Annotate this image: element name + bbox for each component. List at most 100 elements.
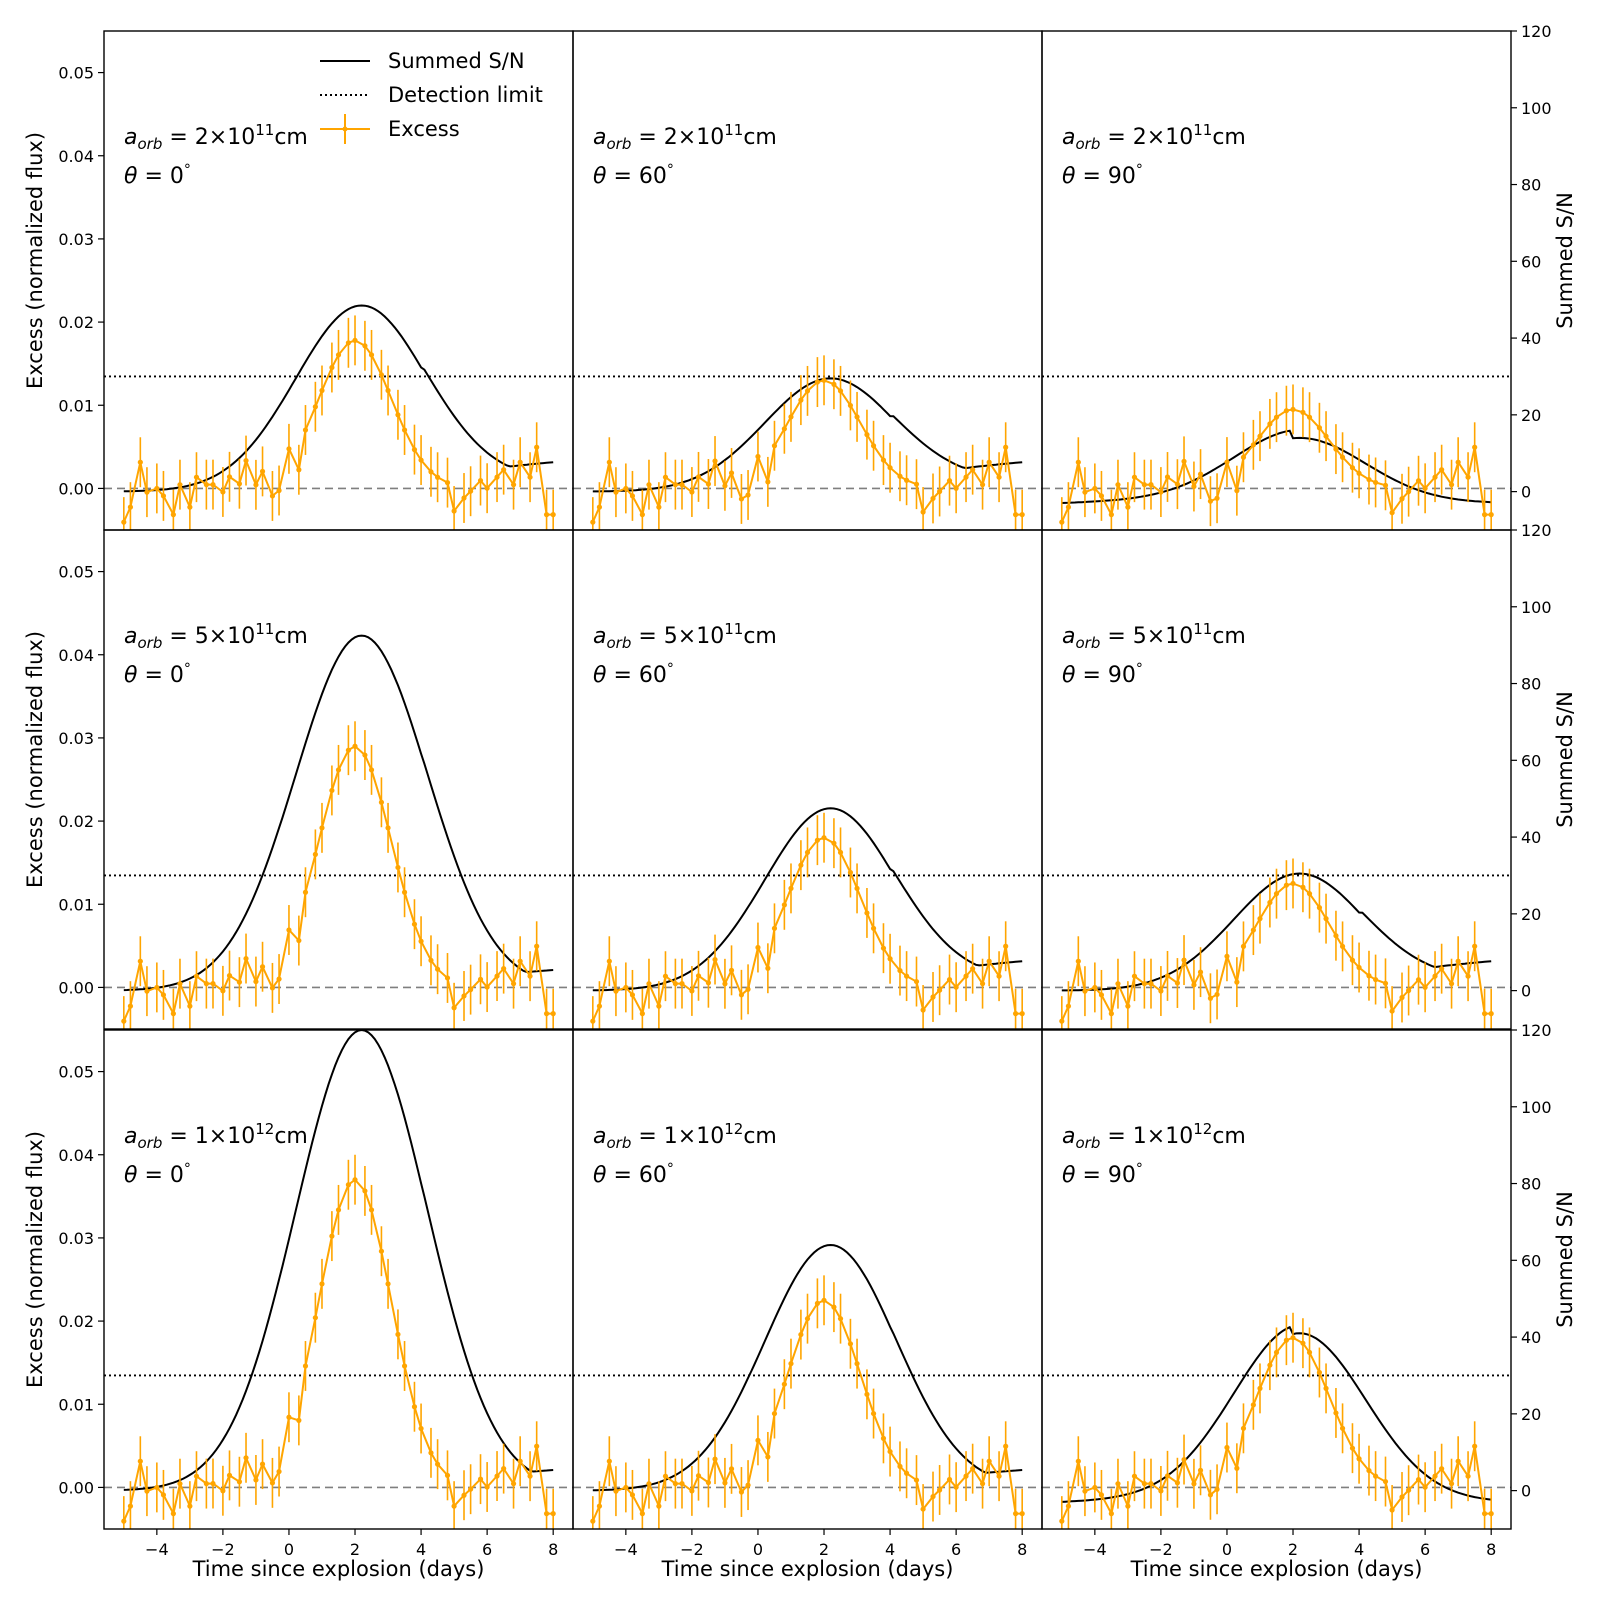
excess-point <box>1191 982 1197 988</box>
excess-point <box>679 482 685 488</box>
excess-point <box>1197 471 1204 477</box>
excess-point <box>1234 979 1240 985</box>
excess-point <box>253 1477 259 1483</box>
excess-point <box>1273 414 1280 420</box>
excess-point <box>1316 905 1323 911</box>
excess-point <box>623 1484 629 1491</box>
excess-point <box>1283 408 1290 414</box>
excess-point <box>477 1476 484 1482</box>
aorb-unit: cm <box>274 125 308 150</box>
excess-point <box>385 387 391 394</box>
aorb-unit: cm <box>274 624 308 649</box>
excess-point <box>468 1486 474 1492</box>
theta-value: = 0 <box>137 1163 183 1188</box>
excess-point <box>550 1011 556 1017</box>
excess-point <box>1108 512 1114 518</box>
aorb-exponent: 11 <box>724 620 743 638</box>
theta-degree: ° <box>184 661 191 677</box>
excess-point <box>236 979 243 985</box>
excess-point <box>870 925 877 931</box>
excess-point <box>1141 482 1147 488</box>
excess-point <box>887 465 893 471</box>
excess-point <box>1250 927 1256 933</box>
theta-degree: ° <box>184 162 191 178</box>
excess-point <box>1333 933 1339 939</box>
excess-point <box>745 986 751 992</box>
excess-point <box>1012 1511 1019 1517</box>
excess-point <box>154 485 160 492</box>
x-axis-label: Time since explosion (days) <box>192 1557 485 1581</box>
excess-point <box>1481 1011 1488 1017</box>
excess-point <box>1003 444 1009 450</box>
excess-point <box>1207 498 1214 504</box>
xtick-label: 0 <box>1222 1540 1232 1559</box>
aorb-exponent: 11 <box>1193 620 1212 638</box>
panel-frame <box>572 1029 1043 1530</box>
excess-point <box>1250 1402 1256 1408</box>
panel-aorb-label: aorb = 1×1012cm <box>593 1120 777 1152</box>
excess-point <box>401 1363 408 1369</box>
excess-point <box>1267 421 1273 427</box>
excess-point <box>477 976 484 982</box>
legend-excess-label: Excess <box>388 117 460 141</box>
excess-point <box>302 427 309 433</box>
excess-point <box>1191 483 1197 490</box>
excess-point <box>639 1011 645 1017</box>
excess-point <box>329 364 335 371</box>
excess-point <box>623 485 629 492</box>
excess-point <box>920 1506 926 1512</box>
theta-symbol: θ <box>124 1163 138 1188</box>
ytick-right-label: 100 <box>1521 1098 1552 1117</box>
ytick-left-label: 0.04 <box>58 147 94 166</box>
excess-point <box>1148 1481 1154 1487</box>
xtick-label: 0 <box>284 1540 294 1559</box>
excess-point <box>596 1503 603 1509</box>
excess-point <box>837 849 844 856</box>
excess-point <box>847 402 854 409</box>
excess-point <box>613 489 619 495</box>
excess-point <box>930 495 936 502</box>
ytick-left-label: 0.05 <box>58 1063 94 1082</box>
excess-point <box>880 457 887 463</box>
ytick-right-label: 60 <box>1521 751 1541 770</box>
panel-aorb-label: aorb = 2×1011cm <box>124 121 308 153</box>
xtick-label: 6 <box>1420 1540 1430 1559</box>
excess-point <box>401 889 408 895</box>
excess-point <box>1300 884 1306 890</box>
aorb-subscript: orb <box>137 1134 162 1152</box>
excess-point <box>210 1480 216 1487</box>
ytick-left-label: 0.01 <box>58 895 94 914</box>
excess-point <box>1125 1003 1131 1009</box>
excess-point <box>428 469 434 475</box>
excess-point <box>788 885 794 891</box>
excess-point <box>1082 1488 1088 1494</box>
ytick-right-label: 100 <box>1521 598 1552 617</box>
ytick-left-label: 0.02 <box>58 1312 94 1331</box>
excess-point <box>127 1503 134 1509</box>
excess-point <box>210 980 216 987</box>
excess-point <box>1098 992 1105 998</box>
excess-point <box>1472 444 1478 450</box>
aorb-exponent: 11 <box>255 620 274 638</box>
excess-point <box>1115 981 1121 987</box>
ytick-right-label: 20 <box>1521 905 1541 924</box>
excess-point <box>646 482 652 488</box>
xtick-label: 0 <box>753 1540 763 1559</box>
panel-3-1 <box>104 1030 573 1529</box>
excess-point <box>1148 981 1154 987</box>
excess-point <box>920 509 926 515</box>
aorb-unit: cm <box>1212 1124 1246 1149</box>
theta-degree: ° <box>1136 162 1143 178</box>
excess-point <box>418 938 424 944</box>
excess-point <box>1012 512 1019 518</box>
excess-point <box>1372 976 1379 983</box>
excess-point <box>534 943 540 949</box>
excess-point <box>319 1281 325 1287</box>
excess-point <box>203 482 209 488</box>
excess-point <box>451 508 457 514</box>
excess-point <box>1240 454 1247 460</box>
excess-point <box>236 1479 243 1485</box>
excess-point <box>1306 414 1313 420</box>
excess-point <box>1366 973 1372 979</box>
xtick-label: 4 <box>1354 1540 1364 1559</box>
